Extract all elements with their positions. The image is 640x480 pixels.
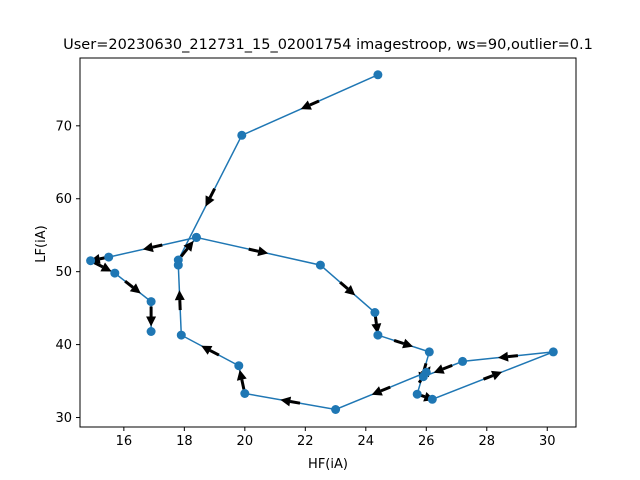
data-point: [110, 268, 120, 278]
data-point: [86, 256, 96, 266]
data-point: [191, 232, 201, 242]
direction-arrow: [371, 385, 391, 396]
direction-arrow: [174, 290, 185, 311]
direction-arrow: [179, 240, 194, 258]
y-tick-label: 60: [55, 192, 72, 207]
direction-arrow: [146, 306, 157, 327]
direction-arrow: [300, 99, 320, 110]
data-point: [370, 308, 380, 317]
direction-arrow: [201, 345, 220, 357]
y-axis-label: LF(iA): [34, 225, 49, 262]
direction-arrow: [371, 313, 382, 334]
direction-arrow: [498, 351, 519, 362]
direction-arrow: [433, 364, 453, 374]
y-tick-label: 70: [55, 119, 72, 134]
data-point: [331, 405, 341, 414]
data-point: [234, 361, 244, 371]
y-tick-label: 50: [55, 265, 72, 280]
y-axis: 30 40 50 60 70: [55, 119, 80, 426]
data-point: [427, 394, 437, 404]
direction-arrow: [482, 370, 503, 381]
direction-arrow: [205, 188, 216, 207]
series-line: [177, 74, 554, 411]
direction-arrow: [393, 338, 414, 349]
direction-arrow: [142, 242, 163, 253]
direction-arrow: [280, 396, 301, 407]
x-tick-label: 24: [358, 434, 375, 449]
data-point: [421, 367, 431, 377]
data-point: [412, 389, 422, 399]
data-point: [237, 130, 247, 140]
chart-title: User=20230630_212731_15_02001754 imagest…: [63, 37, 593, 53]
direction-arrow: [236, 369, 247, 390]
direction-arrow: [124, 280, 141, 294]
plot-area: [79, 57, 577, 428]
x-tick-label: 26: [418, 434, 435, 449]
y-tick-label: 30: [55, 411, 72, 426]
data-point: [146, 297, 156, 307]
x-axis-label: HF(iA): [308, 457, 348, 472]
data-point: [173, 260, 183, 270]
x-tick-label: 20: [237, 434, 254, 449]
data-point: [315, 260, 325, 270]
data-point: [458, 356, 468, 366]
direction-arrow: [248, 246, 269, 257]
data-point: [548, 347, 558, 357]
data-point: [373, 70, 383, 80]
x-axis: 16 18 20 22 24 26 28 30: [116, 427, 556, 449]
x-tick-label: 16: [116, 434, 133, 449]
plot-frame: [79, 57, 577, 428]
data-point: [240, 389, 250, 398]
data-point: [424, 347, 434, 357]
data-point: [176, 330, 186, 340]
x-tick-label: 18: [176, 434, 193, 449]
data-point: [373, 330, 383, 340]
x-tick-label: 30: [539, 434, 556, 449]
y-tick-label: 40: [55, 338, 72, 353]
x-tick-label: 22: [297, 434, 314, 449]
data-point: [146, 327, 156, 336]
direction-arrow: [93, 261, 112, 272]
data-point: [104, 252, 114, 262]
direction-arrow: [339, 281, 356, 296]
x-tick-label: 28: [479, 434, 496, 449]
